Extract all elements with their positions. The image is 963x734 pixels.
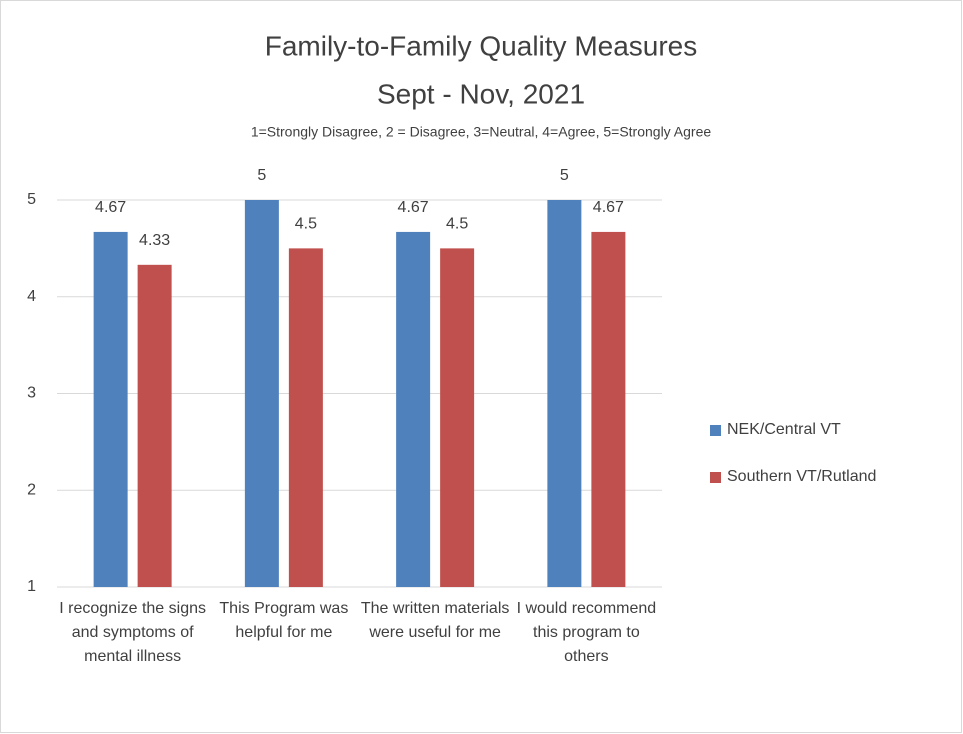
legend-label: Southern VT/Rutland [727, 468, 876, 485]
y-tick-label: 1 [27, 578, 36, 595]
data-label: 5 [257, 167, 266, 184]
y-tick-label: 4 [27, 288, 36, 305]
x-tick-label-box: I would recommend this program to others [516, 600, 657, 665]
data-label: 4.33 [139, 232, 170, 249]
x-tick-label-box: I recognize the signs and symptoms of me… [59, 600, 206, 665]
data-label: 4.67 [398, 199, 429, 216]
bar [288, 248, 323, 587]
legend-swatch [710, 425, 721, 436]
data-label: 4.67 [95, 199, 126, 216]
bar [591, 231, 626, 588]
x-tick-label-box: The written materials were useful for me [360, 600, 510, 641]
bar [547, 200, 582, 587]
data-label: 4.5 [446, 216, 468, 233]
bar [396, 231, 431, 588]
x-tick-label: I would recommend this program to others [516, 600, 657, 665]
bar [244, 200, 279, 587]
bar [440, 248, 475, 587]
data-label: 4.67 [593, 199, 624, 216]
chart-title: Family-to-Family Quality Measures [265, 30, 698, 61]
bar [137, 264, 172, 587]
data-label: 4.5 [295, 216, 317, 233]
x-tick-label-box: This Program was helpful for me [219, 600, 349, 641]
y-tick-label: 5 [27, 191, 36, 208]
legend-label: NEK/Central VT [727, 421, 841, 438]
chart-subtitle: 1=Strongly Disagree, 2 = Disagree, 3=Neu… [251, 124, 712, 140]
x-tick-label: I recognize the signs and symptoms of me… [59, 600, 206, 665]
y-tick-label: 2 [27, 481, 36, 498]
x-tick-label: The written materials were useful for me [360, 600, 510, 641]
bar [93, 231, 128, 588]
x-tick-label: This Program was helpful for me [219, 600, 349, 641]
y-tick-label: 3 [27, 385, 36, 402]
legend-swatch [710, 472, 721, 483]
chart-title: Sept - Nov, 2021 [377, 78, 585, 109]
data-label: 5 [560, 167, 569, 184]
